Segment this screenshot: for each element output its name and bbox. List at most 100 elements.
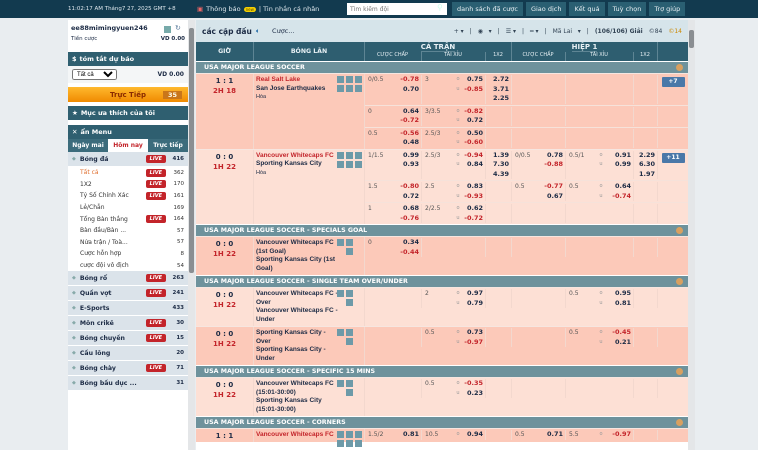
1x2-odds[interactable] — [486, 379, 512, 398]
chart-icon[interactable] — [346, 431, 353, 438]
ou-odds-value[interactable]: 0.73 — [466, 328, 483, 336]
1x2-odds[interactable] — [486, 289, 512, 308]
h1-ou-odds[interactable] — [608, 128, 634, 148]
1x2-odds-value[interactable]: 4.39 — [492, 169, 509, 178]
sport-item[interactable]: Nửa trận / Toà... 57 — [68, 236, 188, 249]
ou-odds-value[interactable]: 0.75 — [466, 75, 483, 83]
1x2-odds[interactable] — [486, 328, 512, 347]
hdp-odds-value[interactable]: 0.48 — [402, 138, 419, 146]
h1-1x2-odds-value[interactable]: 1.97 — [638, 169, 655, 178]
hdp-odds-value[interactable]: -0.76 — [400, 213, 419, 222]
sidebar-scrollbar[interactable] — [188, 20, 195, 450]
star-icon[interactable] — [355, 151, 362, 159]
sport-item[interactable]: Bàn đầu/Bàn ... 57 — [68, 224, 188, 237]
hdp-odds-value[interactable]: 0.64 — [402, 106, 419, 115]
collapse-icon[interactable] — [676, 278, 683, 285]
sport-item[interactable]: Lẻ/Chẵn 169 — [68, 201, 188, 214]
ou-odds-value[interactable]: 0.72 — [466, 116, 483, 124]
stats-icon[interactable] — [346, 248, 353, 255]
collapse-icon[interactable] — [676, 227, 683, 234]
league-header[interactable]: USA MAJOR LEAGUE SOCCER - CORNERS — [196, 416, 688, 428]
h1-ou-odds[interactable]: -0.45 0.21 — [608, 328, 634, 347]
chart-icon[interactable] — [346, 76, 353, 83]
1x2-odds[interactable]: 2.72 3.71 2.25 — [486, 75, 512, 104]
hdp-odds-value[interactable]: -0.56 — [400, 128, 419, 137]
hdp-odds[interactable]: 0.81 — [395, 430, 422, 440]
sport-item[interactable]: ◆ Môn crikê LIVE 30 — [68, 316, 188, 332]
hdp-odds-value[interactable]: -0.80 — [400, 182, 419, 190]
ou-odds[interactable]: 0.83 -0.93 — [464, 182, 486, 201]
star-icon[interactable] — [355, 76, 362, 83]
h1-hdp-odds-value[interactable]: 0.78 — [546, 150, 563, 159]
h1-ou-odds[interactable] — [608, 106, 634, 126]
hide-menu-button[interactable]: ✕ ẩn Menu — [68, 125, 188, 139]
nav-button[interactable]: Tuỳ chọn — [607, 2, 647, 16]
hdp-odds[interactable]: 0.34 -0.44 — [395, 238, 422, 257]
1x2-odds[interactable]: 1.39 7.30 4.39 — [486, 150, 512, 179]
h1-ou-odds-value[interactable]: 0.64 — [614, 182, 631, 190]
h1-ou-odds[interactable]: 0.91 0.99 — [608, 150, 634, 179]
h1-1x2-odds[interactable] — [634, 238, 658, 257]
h1-hdp-odds[interactable] — [542, 75, 566, 104]
sport-item[interactable]: Cược hỗn hợp 8 — [68, 248, 188, 260]
ou-odds-value[interactable]: -0.35 — [464, 379, 483, 387]
live-button[interactable]: Trực Tiếp 35 — [68, 87, 188, 102]
chart-icon[interactable] — [346, 151, 353, 159]
more-bets-button[interactable]: +7 — [661, 77, 685, 87]
ou-odds-value[interactable]: -0.97 — [464, 337, 483, 346]
ou-odds-value[interactable]: -0.72 — [464, 213, 483, 222]
hdp-odds[interactable]: -0.78 0.70 — [395, 75, 422, 104]
h1-ou-odds-value[interactable]: -0.45 — [612, 328, 631, 336]
ou-odds[interactable]: 0.75 -0.85 — [464, 75, 486, 104]
h1-ou-odds-value[interactable]: 0.95 — [614, 289, 631, 297]
ou-odds[interactable] — [464, 238, 486, 257]
hdp-odds-value[interactable]: 0.70 — [402, 84, 419, 93]
search-icon[interactable]: ⚲ — [437, 3, 443, 12]
stats-icon[interactable] — [346, 299, 353, 306]
h1-hdp-odds-value[interactable]: -0.77 — [544, 182, 563, 190]
tv-icon[interactable] — [337, 290, 344, 297]
hdp-odds[interactable]: -0.80 0.72 — [395, 182, 422, 201]
h1-ou-odds-value[interactable]: 0.21 — [614, 337, 631, 346]
h1-hdp-odds-value[interactable]: 0.67 — [546, 191, 563, 200]
1x2-odds[interactable] — [486, 128, 512, 148]
ou-odds-value[interactable]: -0.82 — [464, 106, 483, 115]
1x2-odds-value[interactable]: 2.25 — [492, 94, 509, 102]
sport-item[interactable]: 1X2 LIVE 170 — [68, 178, 188, 191]
h1-hdp-odds[interactable] — [542, 128, 566, 148]
sport-item[interactable]: ◆ Bóng chuyền LIVE 15 — [68, 331, 188, 347]
hdp-odds-value[interactable]: 0.99 — [402, 150, 419, 159]
h1-1x2-odds[interactable] — [634, 106, 658, 126]
1x2-odds[interactable] — [486, 182, 512, 201]
1x2-odds[interactable] — [486, 106, 512, 126]
live-icon[interactable] — [355, 440, 362, 447]
ou-odds-value[interactable]: 0.84 — [466, 160, 483, 168]
ou-odds[interactable]: 0.73 -0.97 — [464, 328, 486, 347]
hdp-odds-value[interactable]: 0.72 — [402, 191, 419, 200]
hdp-odds-value[interactable]: -0.44 — [400, 247, 419, 256]
h1-hdp-odds[interactable] — [542, 106, 566, 126]
view-icon[interactable]: ═ ▾ — [530, 27, 539, 35]
star-icon[interactable] — [355, 431, 362, 438]
league-header[interactable]: USA MAJOR LEAGUE SOCCER - SPECIFIC 15 MI… — [196, 365, 688, 377]
bet-dropdown[interactable]: Cược... — [272, 27, 295, 35]
ou-odds-value[interactable]: -0.60 — [464, 138, 483, 146]
summary-filter-select[interactable]: Tất cả — [72, 69, 117, 80]
1x2-odds[interactable] — [486, 204, 512, 223]
nav-button[interactable]: Giao dịch — [525, 2, 567, 16]
sport-item[interactable]: cược đội vô địch 54 — [68, 259, 188, 272]
ou-odds-value[interactable]: -0.93 — [464, 191, 483, 200]
h1-hdp-odds[interactable] — [542, 328, 566, 347]
1x2-odds[interactable] — [486, 238, 512, 257]
tv-icon[interactable] — [337, 239, 344, 246]
h1-hdp-odds[interactable] — [542, 238, 566, 257]
sport-item[interactable]: ◆ Bóng bầu dục ... 31 — [68, 376, 188, 392]
sport-item[interactable]: Tổng Bàn thắng LIVE 164 — [68, 213, 188, 225]
h1-ou-odds-value[interactable]: 0.99 — [614, 160, 631, 168]
stats-icon[interactable] — [346, 389, 353, 396]
sport-item[interactable]: ◆ Bóng rổ LIVE 263 — [68, 271, 188, 287]
h1-hdp-odds-value[interactable]: 0.71 — [546, 430, 563, 438]
h1-1x2-odds-value[interactable]: 2.29 — [638, 150, 655, 159]
h1-ou-odds[interactable] — [608, 238, 634, 257]
sport-item[interactable]: ◆ Bóng đá LIVE 416 — [68, 152, 188, 167]
